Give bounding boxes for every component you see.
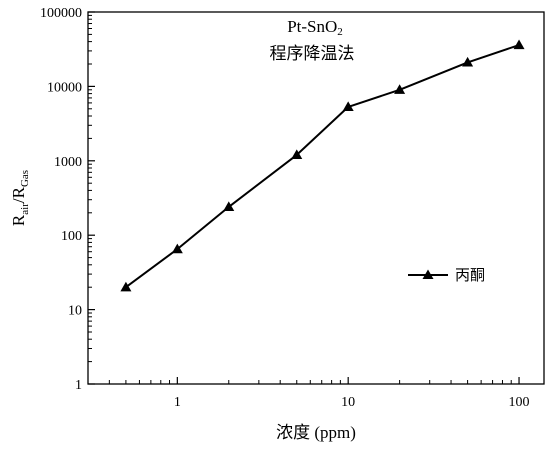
y-tick-label: 100 bbox=[61, 229, 82, 244]
chart-title-line2: 程序降温法 bbox=[270, 44, 355, 63]
data-point-triangle bbox=[291, 149, 303, 160]
data-point-triangle bbox=[223, 201, 235, 212]
y-axis-title-slash: /R bbox=[9, 186, 28, 203]
y-tick-label: 1000 bbox=[54, 155, 82, 170]
legend-label: 丙酮 bbox=[455, 266, 485, 284]
y-tick-label: 1 bbox=[75, 378, 82, 393]
data-point-triangle bbox=[171, 243, 183, 254]
data-point-triangle bbox=[462, 56, 474, 67]
y-axis-title-sub-gas: Gas bbox=[19, 170, 31, 187]
legend-triangle-marker bbox=[422, 269, 434, 279]
legend: 丙酮 bbox=[408, 266, 485, 284]
x-tick-label: 1 bbox=[174, 395, 181, 410]
y-tick-label: 10000 bbox=[47, 80, 82, 95]
x-axis-ticks: 1 10 100 bbox=[87, 377, 530, 410]
data-point-triangle bbox=[394, 84, 406, 94]
x-axis-title: 浓度 (ppm) bbox=[276, 423, 356, 442]
x-tick-label: 10 bbox=[341, 395, 355, 410]
chart-title-subscript: 2 bbox=[337, 26, 343, 38]
data-point-triangle bbox=[120, 281, 132, 292]
y-axis-ticks: 1 10 100 1000 10000 100000 bbox=[40, 6, 95, 393]
plot-frame bbox=[87, 11, 545, 385]
data-point-triangle bbox=[342, 101, 354, 112]
y-tick-label: 100000 bbox=[40, 6, 82, 21]
data-point-triangle bbox=[513, 39, 525, 50]
x-tick-label: 100 bbox=[509, 395, 530, 410]
chart-title-line1: Pt-SnO2 bbox=[287, 17, 343, 38]
series-layer bbox=[120, 39, 525, 292]
y-axis-title-sub-air: air bbox=[19, 203, 31, 215]
y-axis-title: Rair/RGas bbox=[9, 170, 31, 226]
series-line bbox=[125, 44, 520, 289]
y-tick-label: 10 bbox=[68, 304, 82, 319]
